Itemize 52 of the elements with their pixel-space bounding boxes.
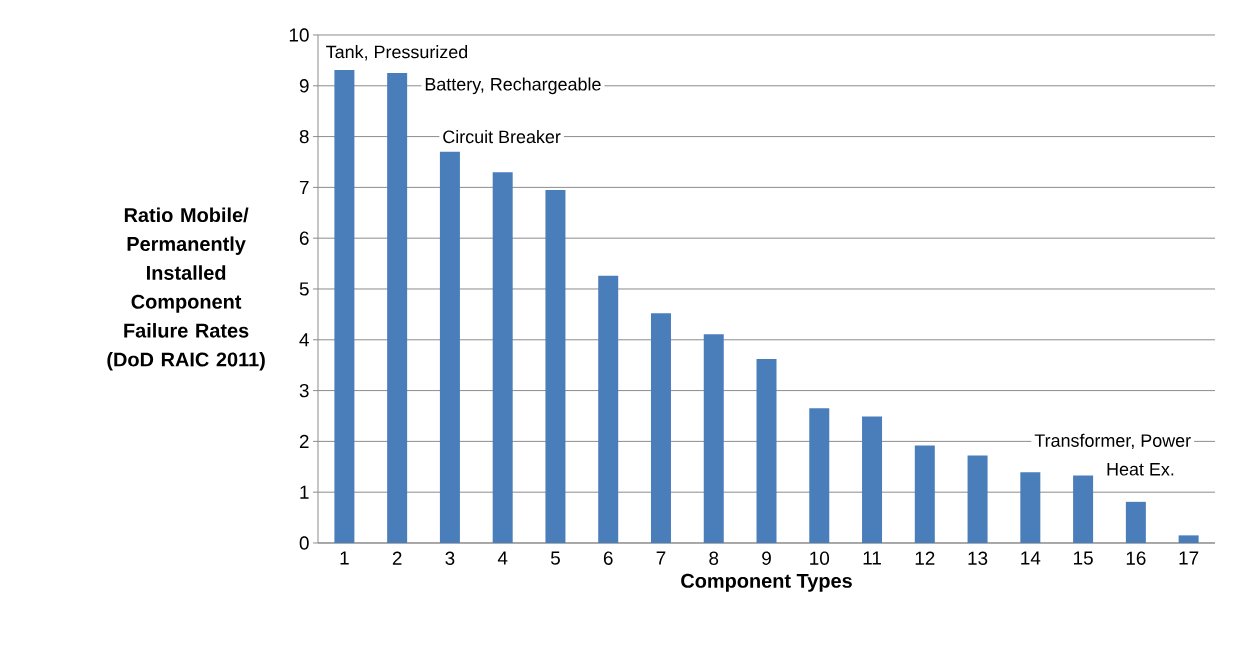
x-tick-label: 8 xyxy=(709,551,719,565)
bar xyxy=(809,408,830,543)
x-tick-label: 11 xyxy=(863,551,881,565)
bar xyxy=(703,334,724,543)
y-tick-label: 1 xyxy=(300,485,309,499)
annotation: Battery, Rechargeable xyxy=(425,77,601,95)
y-tick-label: 9 xyxy=(299,79,309,93)
annotation: Transformer, Power xyxy=(1034,433,1191,450)
y-tick-label: 6 xyxy=(299,231,309,245)
bar xyxy=(914,445,935,543)
x-tick-label: 7 xyxy=(656,551,666,565)
y-tick-label: 7 xyxy=(299,180,309,194)
y-tick-label: 3 xyxy=(299,383,309,398)
x-tick-label: 3 xyxy=(445,551,455,565)
y-tick-label: 8 xyxy=(299,129,309,144)
annotation: Tank, Pressurized xyxy=(326,45,468,61)
x-tick-label: 15 xyxy=(1074,551,1093,565)
bar xyxy=(756,359,777,543)
x-tick-label: 5 xyxy=(550,551,560,565)
bar xyxy=(492,172,513,543)
y-tick-label: 10 xyxy=(289,28,309,42)
x-tick-label: 1 xyxy=(340,551,349,565)
y-axis-title: Ratio Mobile/ Permanently Installed Component Failure Rates (DoD RAIC 2011) xyxy=(107,207,265,371)
y-tick-label: 5 xyxy=(299,282,309,296)
bar xyxy=(598,275,619,543)
x-tick-label: 17 xyxy=(1179,551,1199,565)
bar xyxy=(862,416,883,543)
x-tick-label: 2 xyxy=(392,551,402,565)
bar xyxy=(439,151,460,543)
x-tick-label: 16 xyxy=(1126,551,1146,565)
y-tick-label: 2 xyxy=(299,434,309,448)
x-tick-label: 12 xyxy=(915,551,935,565)
bar xyxy=(1020,472,1041,543)
x-tick-label: 4 xyxy=(497,551,508,565)
x-tick-label: 10 xyxy=(810,551,830,565)
bar xyxy=(334,70,355,543)
x-tick-label: 9 xyxy=(762,551,771,565)
annotation: Circuit Breaker xyxy=(443,129,561,144)
x-tick-label: 13 xyxy=(968,551,988,565)
y-tick-label: 0 xyxy=(299,536,309,550)
annotation: Heat Ex. xyxy=(1107,463,1174,476)
x-axis-title: Component Types xyxy=(681,573,852,592)
y-tick-label: 4 xyxy=(299,333,309,347)
bar xyxy=(967,455,988,543)
bar xyxy=(387,73,408,543)
bar xyxy=(1125,501,1146,543)
x-tick-label: 14 xyxy=(1021,551,1041,565)
bar xyxy=(1178,535,1199,543)
x-tick-label: 6 xyxy=(603,551,613,565)
bar xyxy=(545,189,566,543)
bar xyxy=(650,313,671,543)
bar xyxy=(1073,475,1094,543)
